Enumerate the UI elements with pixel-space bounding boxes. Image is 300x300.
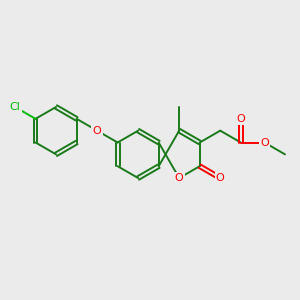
Text: O: O <box>236 114 245 124</box>
Text: Cl: Cl <box>10 102 20 112</box>
Text: O: O <box>260 137 269 148</box>
Text: O: O <box>175 173 184 183</box>
Text: O: O <box>93 126 101 136</box>
Text: O: O <box>216 173 225 183</box>
